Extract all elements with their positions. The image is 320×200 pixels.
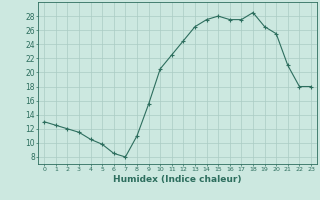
X-axis label: Humidex (Indice chaleur): Humidex (Indice chaleur) (113, 175, 242, 184)
